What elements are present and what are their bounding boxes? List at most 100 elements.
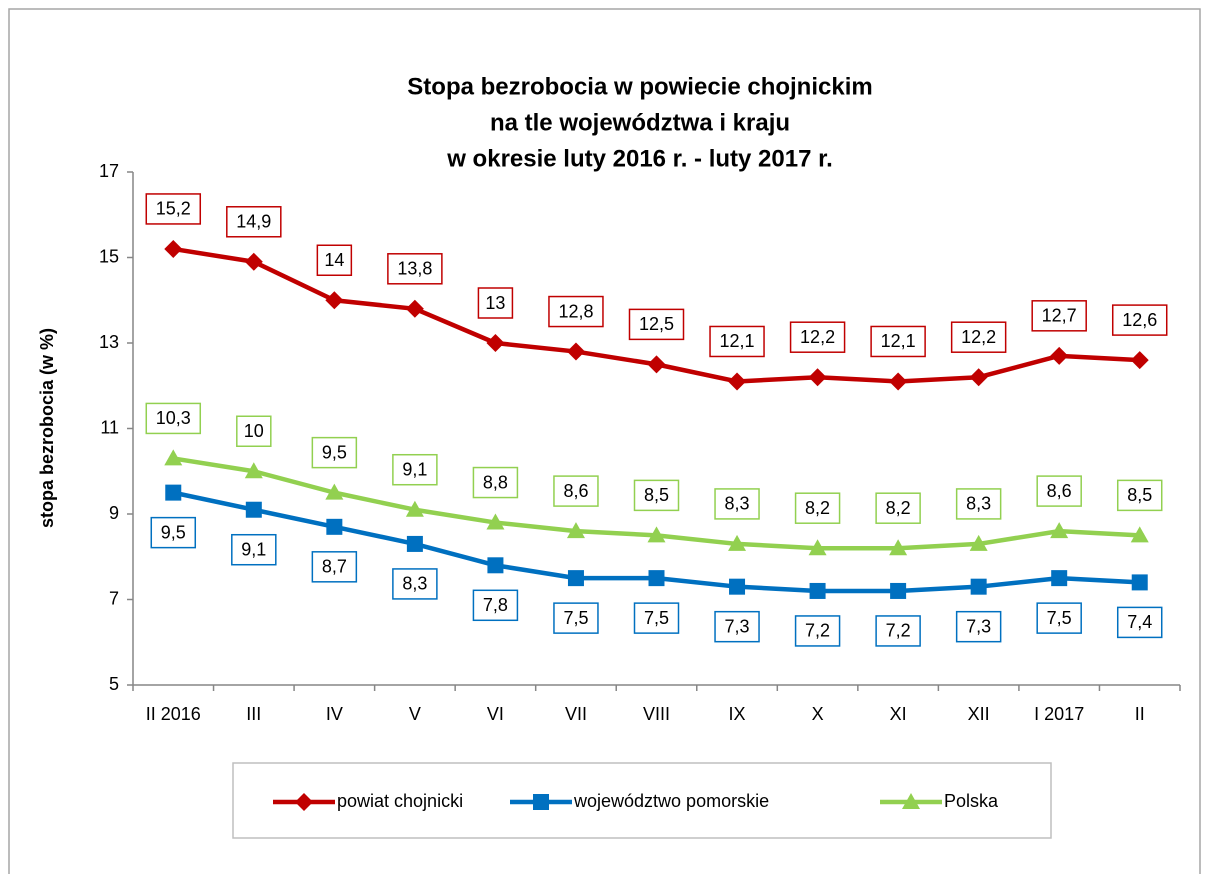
data-label-box <box>1116 606 1163 639</box>
data-label-box <box>633 479 680 512</box>
y-tick-label: 11 <box>100 417 119 437</box>
x-tick-label: I 2017 <box>1034 704 1084 724</box>
data-point <box>325 483 344 500</box>
data-label-box <box>553 475 599 507</box>
legend-marker <box>533 794 549 810</box>
x-tick-label: X <box>812 704 824 724</box>
data-label: 7,8 <box>483 595 508 615</box>
data-label: 7,2 <box>805 621 830 641</box>
x-tick-label: II <box>1135 704 1145 724</box>
data-label: 12,5 <box>639 314 674 334</box>
data-point <box>406 535 423 552</box>
data-label: 12,8 <box>558 301 593 321</box>
data-label-box <box>145 402 202 435</box>
data-label-box <box>231 533 277 566</box>
y-tick-label: 15 <box>99 246 119 266</box>
data-point <box>566 522 585 539</box>
data-label-box <box>311 436 358 469</box>
data-label: 9,1 <box>241 539 266 559</box>
data-label-box <box>794 615 841 647</box>
data-label-box <box>150 516 197 549</box>
data-label-box <box>1036 475 1082 507</box>
data-point <box>1050 522 1069 539</box>
data-label-box <box>794 492 841 524</box>
data-label: 13,8 <box>397 259 432 279</box>
data-point <box>244 462 263 479</box>
data-label-box <box>714 488 760 520</box>
data-label-box <box>392 453 438 486</box>
data-point <box>1130 351 1149 370</box>
y-tick-label: 9 <box>109 503 119 523</box>
data-point <box>567 570 584 587</box>
chart-frame <box>8 8 1201 874</box>
data-point <box>728 372 747 391</box>
data-label: 8,3 <box>966 494 991 514</box>
legend-marker <box>295 793 313 811</box>
data-label: 8,2 <box>886 498 911 518</box>
data-label-box <box>236 415 272 447</box>
data-point <box>245 501 262 518</box>
x-tick-label: XI <box>890 704 907 724</box>
x-tick-label: IX <box>729 704 746 724</box>
data-label-box <box>875 615 921 647</box>
x-tick-label: VII <box>565 704 587 724</box>
data-label-box <box>709 325 765 358</box>
data-label-box <box>316 244 353 276</box>
data-label-box <box>714 610 760 643</box>
y-axis-label: stopa bezrobocia (w %) <box>37 328 57 528</box>
data-point <box>970 578 987 595</box>
data-label: 9,5 <box>322 442 347 462</box>
data-label: 8,6 <box>563 481 588 501</box>
y-tick-label: 7 <box>109 588 119 608</box>
data-point <box>890 582 907 599</box>
data-point <box>728 534 747 551</box>
data-label: 8,5 <box>644 485 669 505</box>
data-label: 7,5 <box>644 608 669 628</box>
data-point <box>809 582 826 599</box>
data-point <box>647 355 666 374</box>
data-point <box>808 539 827 556</box>
data-label: 15,2 <box>156 199 191 219</box>
x-tick-label: VI <box>487 704 504 724</box>
data-label: 12,6 <box>1122 310 1157 330</box>
data-label: 8,2 <box>805 498 830 518</box>
chart-title: w okresie luty 2016 r. - luty 2017 r. <box>446 145 833 172</box>
data-label: 13 <box>485 293 505 313</box>
data-label-box <box>472 589 519 622</box>
chart-title: na tle województwa i kraju <box>490 109 790 136</box>
data-point <box>486 513 505 530</box>
data-label: 7,3 <box>725 616 750 636</box>
legend-label: województwo pomorskie <box>573 791 769 811</box>
data-point <box>889 372 908 391</box>
data-label-box <box>1116 479 1163 512</box>
data-label-box <box>311 551 358 583</box>
data-point <box>165 484 182 501</box>
data-label-box <box>477 287 514 319</box>
data-label-box <box>226 206 282 238</box>
data-label: 8,6 <box>1047 481 1072 501</box>
data-point <box>486 334 505 352</box>
x-tick-label: V <box>409 704 421 724</box>
data-point <box>244 252 263 271</box>
data-label-box <box>392 568 438 600</box>
x-tick-label: IV <box>326 704 343 724</box>
data-label-box <box>1031 300 1087 332</box>
data-label-box <box>548 295 604 328</box>
data-point <box>1130 526 1149 543</box>
data-label-box <box>553 602 599 634</box>
data-label: 12,7 <box>1042 306 1077 326</box>
data-label: 12,1 <box>881 331 916 351</box>
x-tick-label: VIII <box>643 704 670 724</box>
data-point <box>164 449 183 466</box>
x-tick-label: XII <box>968 704 990 724</box>
data-point <box>808 368 827 387</box>
data-point <box>405 500 424 517</box>
data-label: 7,3 <box>966 616 991 636</box>
data-point <box>325 291 344 310</box>
data-label: 7,5 <box>1047 608 1072 628</box>
data-label-box <box>789 321 846 353</box>
legend-label: powiat chojnicki <box>337 791 463 811</box>
data-point <box>969 368 988 387</box>
data-point <box>889 539 908 556</box>
